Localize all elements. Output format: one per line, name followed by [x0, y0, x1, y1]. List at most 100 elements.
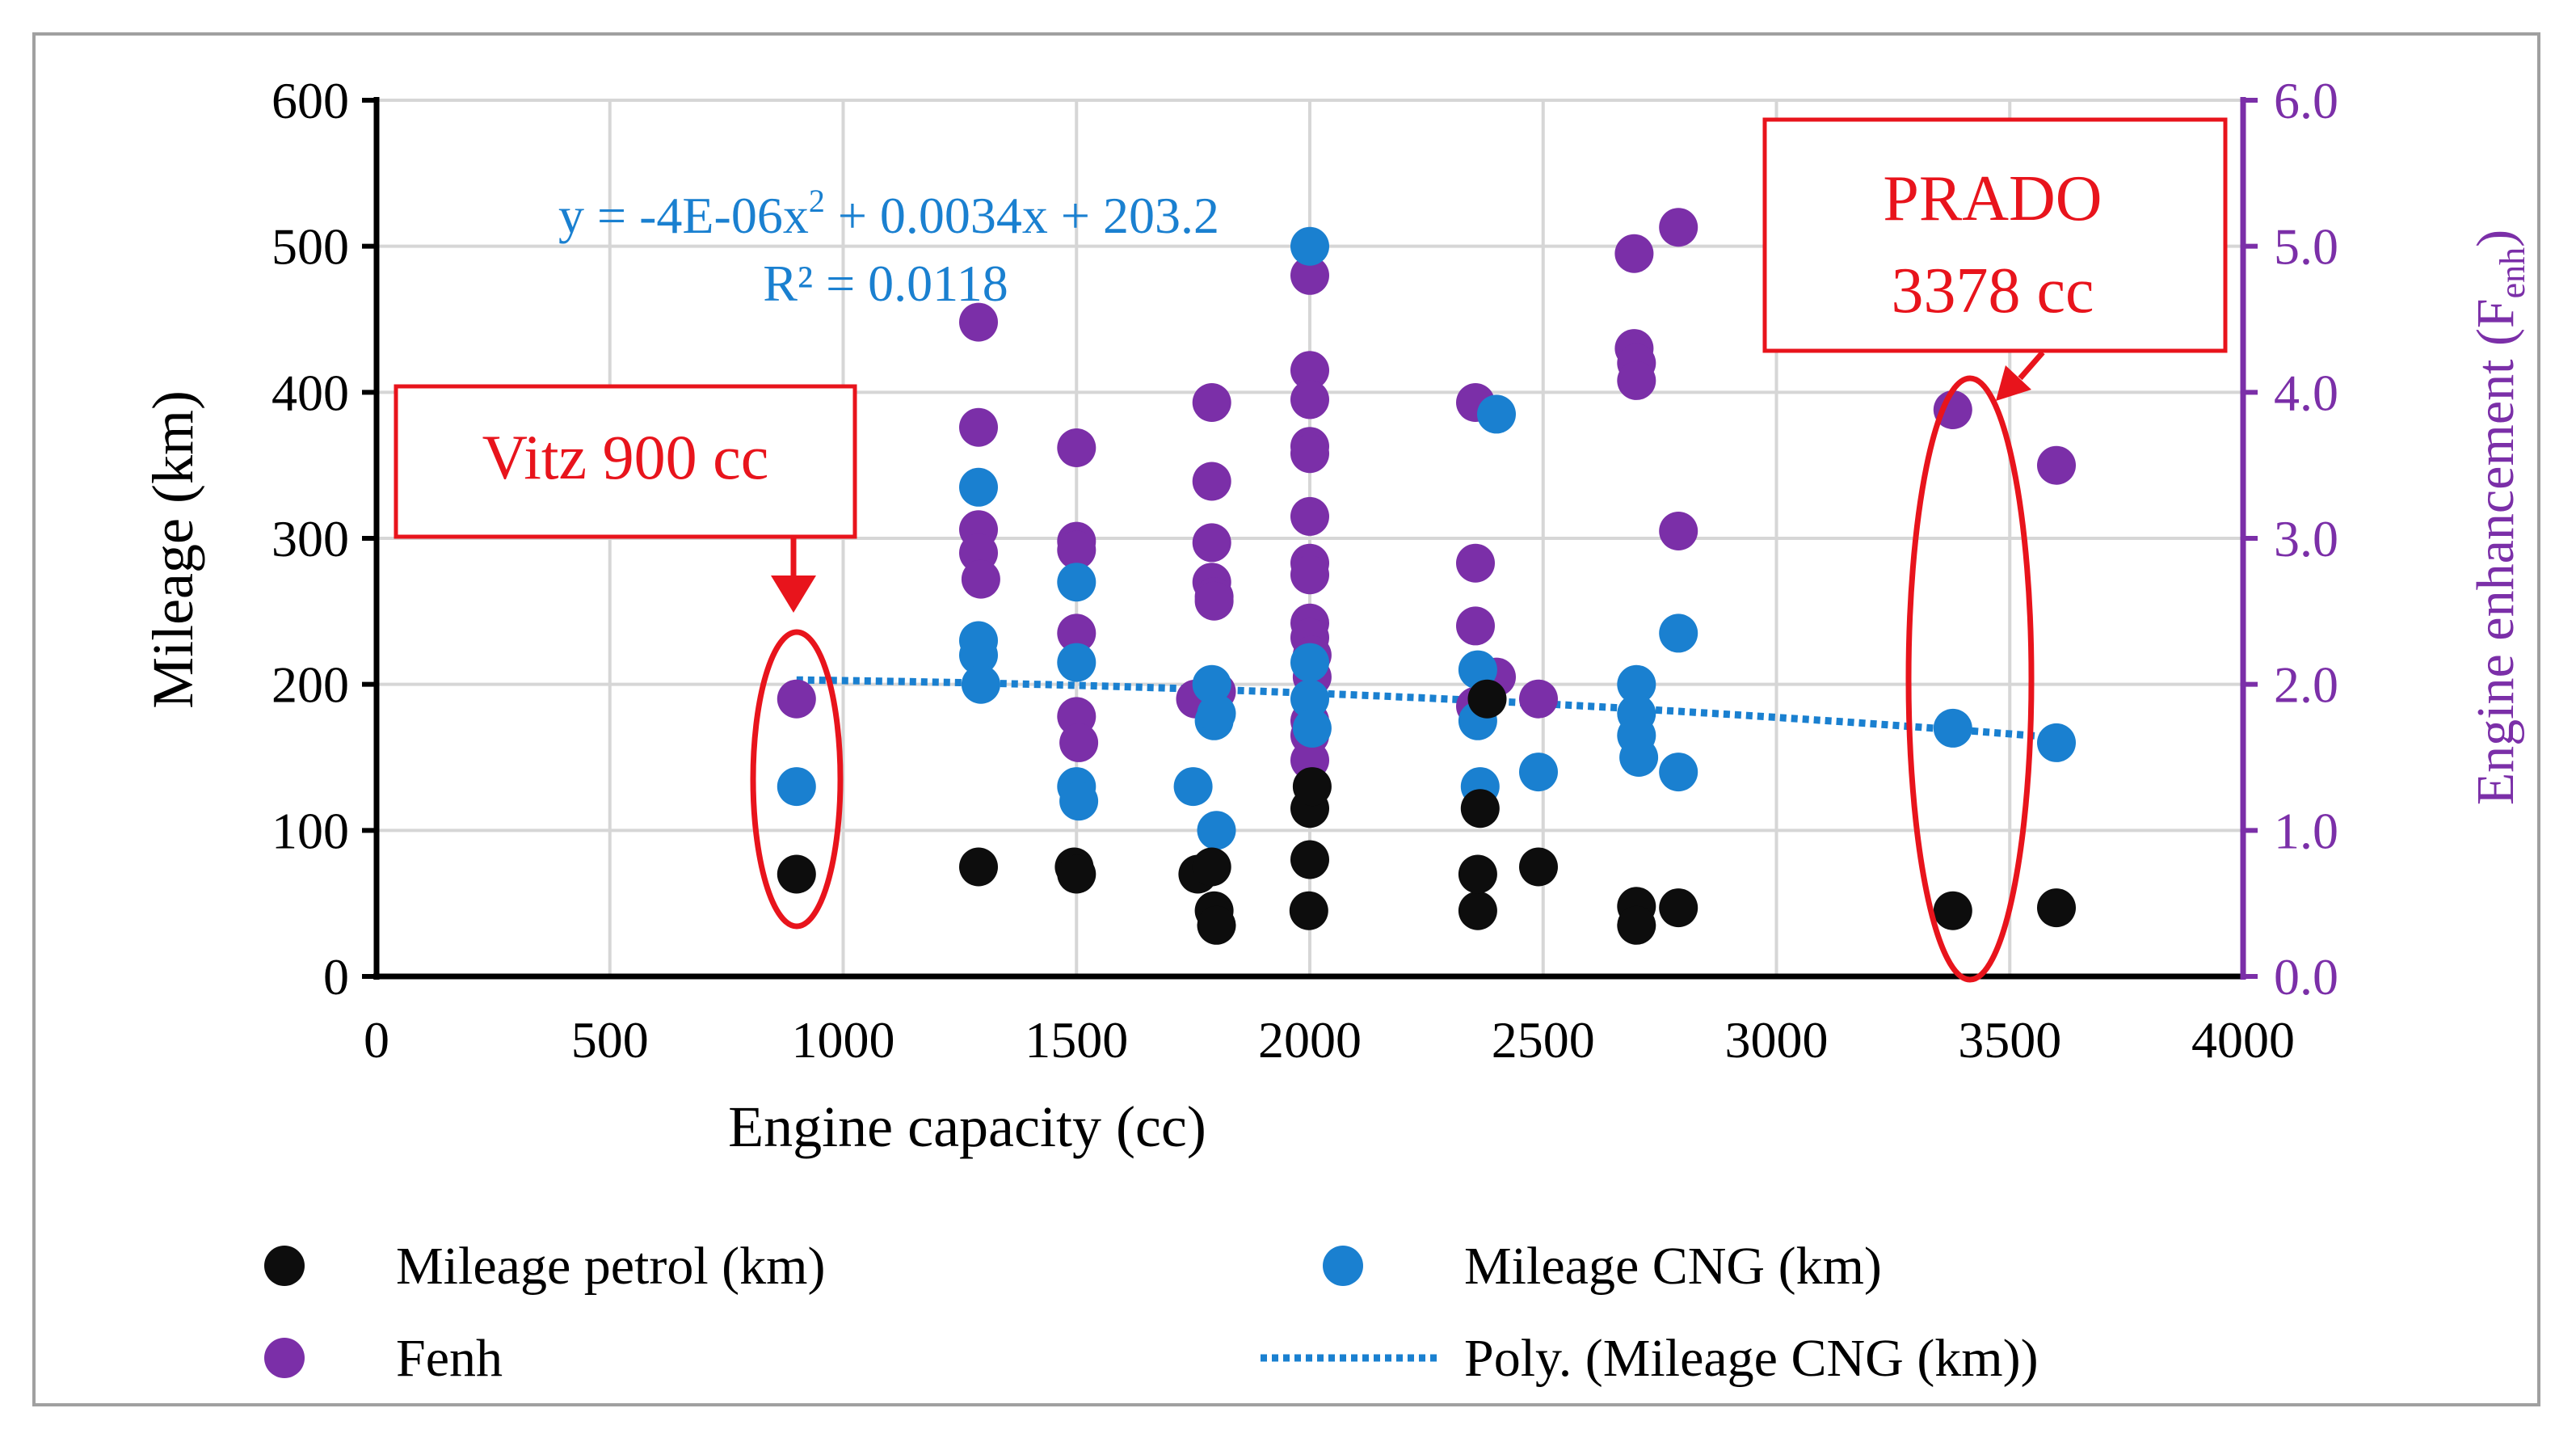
- point-petrol-19: [1659, 888, 1698, 928]
- point-fenh-47: [1933, 390, 1972, 429]
- point-fenh-25: [1290, 496, 1329, 536]
- legend-label-petrol: Mileage petrol (km): [396, 1237, 825, 1296]
- point-cng-30: [2037, 723, 2076, 762]
- y2-title-end: ): [2466, 230, 2525, 247]
- point-petrol-1: [959, 847, 998, 887]
- point-petrol-14: [1460, 789, 1500, 829]
- y-tick-label-6: 600: [271, 72, 349, 129]
- point-fenh-22: [1290, 380, 1329, 420]
- point-fenh-37: [1456, 606, 1495, 646]
- vitz-label-box: [394, 384, 857, 539]
- x-tick-label-3: 1500: [1025, 1011, 1128, 1069]
- point-fenh-6: [1057, 428, 1096, 467]
- prado-arrow-line: [2018, 350, 2045, 381]
- point-cng-26: [1619, 738, 1659, 777]
- legend-marker-fenh: [264, 1338, 305, 1378]
- point-cng-17: [1292, 708, 1332, 748]
- point-fenh-24: [1290, 434, 1329, 474]
- point-cng-10: [1192, 664, 1231, 704]
- point-fenh-0: [777, 679, 816, 719]
- point-fenh-15: [1192, 523, 1231, 563]
- point-fenh-20: [1290, 255, 1329, 295]
- point-petrol-16: [1519, 847, 1558, 887]
- point-cng-21: [1477, 394, 1516, 434]
- point-cng-9: [1173, 767, 1213, 807]
- x-tick-label-6: 3000: [1725, 1011, 1829, 1069]
- point-petrol-3: [1057, 854, 1096, 894]
- vitz-highlight-ellipse: [750, 629, 844, 930]
- point-cng-22: [1519, 753, 1558, 792]
- point-cng-0: [777, 767, 816, 807]
- point-petrol-0: [777, 854, 816, 894]
- point-petrol-13: [1458, 854, 1497, 894]
- point-cng-8: [1059, 782, 1099, 821]
- point-fenh-14: [1192, 462, 1231, 501]
- y-tick-label-5: 500: [271, 218, 349, 276]
- point-fenh-21: [1290, 351, 1329, 390]
- point-fenh-36: [1456, 543, 1495, 583]
- point-cng-5: [1057, 563, 1096, 602]
- x-tick-label-4: 2000: [1258, 1011, 1362, 1069]
- prado-arrow-head: [1996, 365, 2031, 401]
- point-cng-16: [1290, 643, 1329, 682]
- point-fenh-18: [1194, 581, 1234, 621]
- prado-label-line-1: PRADO: [1883, 163, 2102, 234]
- point-petrol-11: [1292, 767, 1332, 807]
- point-petrol-8: [1289, 891, 1328, 930]
- point-cng-27: [1659, 613, 1698, 653]
- y2-tick-label-6: 6.0: [2274, 72, 2338, 129]
- equation-line-2: R² = 0.0118: [763, 255, 1008, 312]
- x-axis-title: Engine capacity (cc): [728, 1094, 1206, 1159]
- point-fenh-45: [1659, 208, 1698, 247]
- x-tick-label-7: 3500: [1958, 1011, 2061, 1069]
- data-points: [777, 208, 2076, 945]
- point-cng-4: [961, 664, 1000, 704]
- equation-exponent: 2: [809, 183, 825, 219]
- legend-marker-petrol: [264, 1246, 305, 1286]
- prado-label-line-2: 3378 cc: [1891, 255, 2094, 327]
- prado-highlight-ellipse: [1905, 375, 2035, 983]
- point-cng-12: [1197, 694, 1236, 733]
- point-cng-1: [959, 467, 998, 507]
- legend: Mileage petrol (km) Mileage CNG (km) Fen…: [264, 1237, 2039, 1388]
- y-tick-label-0: 0: [323, 948, 349, 1006]
- y2-tick-label-4: 4.0: [2274, 364, 2338, 421]
- point-cng-13: [1197, 811, 1236, 850]
- prado-label-box: [1762, 117, 2228, 353]
- y-tick-label-2: 200: [271, 656, 349, 714]
- point-petrol-7: [1197, 905, 1236, 945]
- prado-annotation: PRADO 3378 cc: [1762, 117, 2228, 983]
- point-fenh-2: [959, 407, 998, 447]
- point-petrol-18: [1617, 905, 1656, 945]
- y2-title-sub: enh: [2493, 247, 2532, 299]
- equation-line-1: y = -4E-06x2 + 0.0034x + 203.2: [558, 183, 1219, 244]
- y2-tick-label-1: 1.0: [2274, 802, 2338, 859]
- y-axis-title: Mileage (km): [141, 390, 205, 709]
- point-petrol-12: [1458, 891, 1497, 930]
- point-petrol-21: [2037, 888, 2076, 928]
- legend-label-cng: Mileage CNG (km): [1464, 1237, 1882, 1296]
- point-cng-29: [1933, 708, 1972, 748]
- x-tick-label-2: 1000: [792, 1011, 895, 1069]
- point-cng-15: [1290, 679, 1329, 719]
- vitz-annotation: Vitz 900 cc: [394, 384, 857, 930]
- trendline-group: [796, 676, 2057, 741]
- legend-label-trend: Poly. (Mileage CNG (km)): [1464, 1329, 2039, 1388]
- x-tick-label-5: 2500: [1492, 1011, 1595, 1069]
- x-tick-label-1: 500: [571, 1011, 649, 1069]
- point-cng-28: [1659, 753, 1698, 792]
- y-tick-label-4: 400: [271, 364, 349, 421]
- point-fenh-5: [961, 559, 1000, 599]
- legend-marker-cng: [1323, 1246, 1363, 1286]
- point-cng-3: [959, 635, 998, 675]
- y2-tick-label-5: 5.0: [2274, 218, 2338, 276]
- vitz-arrow-head: [771, 576, 816, 613]
- y-tick-label-3: 300: [271, 510, 349, 567]
- point-fenh-8: [1057, 530, 1096, 570]
- point-petrol-15: [1467, 679, 1507, 719]
- point-fenh-13: [1192, 383, 1231, 422]
- point-fenh-44: [1617, 360, 1656, 400]
- vitz-label: Vitz 900 cc: [482, 422, 769, 492]
- equation-part-a: y = -4E-06x: [558, 187, 809, 244]
